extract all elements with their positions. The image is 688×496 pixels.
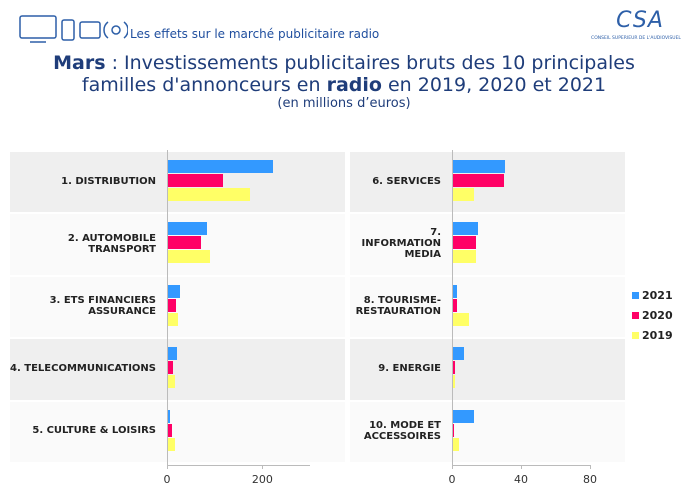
legend-label: 2020	[642, 309, 673, 322]
bar	[452, 361, 456, 375]
bar	[452, 375, 456, 389]
bar	[452, 160, 506, 173]
bar	[452, 284, 458, 298]
category-label: 10. MODE ET ACCESSOIRES	[363, 419, 441, 442]
bar	[167, 361, 174, 375]
category-label: 8. TOURISME-RESTAURATION	[355, 294, 441, 317]
title-part: en 2019, 2020 et 2021	[381, 74, 607, 96]
legend-label: 2021	[642, 289, 673, 302]
tick-mark	[452, 465, 453, 469]
bar	[167, 437, 176, 451]
title: Mars : Investissements publicitaires bru…	[40, 52, 648, 96]
y-axis	[167, 150, 168, 465]
units: (en millions d’euros)	[277, 96, 411, 111]
bar	[452, 312, 470, 326]
tick-mark	[167, 465, 168, 469]
x-axis	[167, 465, 310, 466]
category-label: 7. INFORMATION MEDIA	[361, 227, 441, 261]
logo: CSA	[616, 8, 664, 33]
x-tick-label: 80	[583, 473, 597, 486]
category-label: 6. SERVICES	[372, 175, 441, 187]
category-label: 9. ENERGIE	[378, 362, 441, 374]
row-band	[10, 399, 345, 462]
bar	[167, 250, 210, 264]
bar	[167, 347, 177, 361]
bar	[167, 222, 207, 236]
media-icons	[19, 15, 128, 43]
header-subtitle: Les effets sur le marché publicitaire ra…	[130, 27, 380, 41]
bar	[452, 347, 465, 361]
row-band	[350, 212, 625, 275]
bar	[452, 236, 477, 250]
category-label: 5. CULTURE & LOISIRS	[32, 425, 156, 437]
legend-label: 2019	[642, 329, 673, 342]
bar	[452, 174, 504, 187]
bar	[452, 222, 478, 236]
tick-mark	[521, 465, 522, 469]
bar	[167, 409, 170, 423]
legend-swatch	[632, 292, 639, 299]
x-tick-label: 0	[163, 473, 171, 486]
tick-mark	[590, 465, 591, 469]
bar	[167, 312, 178, 326]
logo-caption: CONSEIL SUPERIEUR DE L'AUDIOVISUEL	[591, 36, 681, 41]
bar	[167, 160, 274, 173]
bar	[167, 236, 201, 250]
bar	[167, 284, 180, 298]
bar	[167, 188, 251, 201]
bar	[452, 409, 475, 423]
bar	[452, 250, 477, 264]
row-band	[350, 337, 625, 400]
bar	[167, 298, 177, 312]
title-part: radio	[326, 74, 382, 96]
category-label: 4. TELECOMMUNICATIONS	[10, 362, 156, 374]
legend-swatch	[632, 332, 639, 339]
category-label: 1. DISTRIBUTION	[61, 175, 156, 187]
bar	[167, 423, 172, 437]
row-band	[350, 274, 625, 338]
x-tick-label: 0	[448, 473, 456, 486]
x-tick-label: 200	[251, 473, 273, 486]
bar	[452, 298, 458, 312]
bar	[452, 188, 475, 201]
x-tick-label: 40	[514, 473, 528, 486]
category-label: 3. ETS FINANCIERS ASSURANCE	[49, 294, 156, 317]
title-part: : Investissements publicitaires bruts de…	[81, 52, 635, 96]
tick-mark	[262, 465, 264, 469]
bar	[167, 174, 223, 187]
legend-swatch	[632, 312, 639, 319]
bar	[452, 437, 459, 451]
y-axis	[452, 150, 453, 465]
row-band	[10, 337, 345, 400]
category-label: 2. AUTOMOBILE TRANSPORT	[67, 232, 156, 255]
title-part: Mars	[53, 52, 106, 74]
bar	[167, 375, 176, 389]
row-band	[350, 399, 625, 462]
